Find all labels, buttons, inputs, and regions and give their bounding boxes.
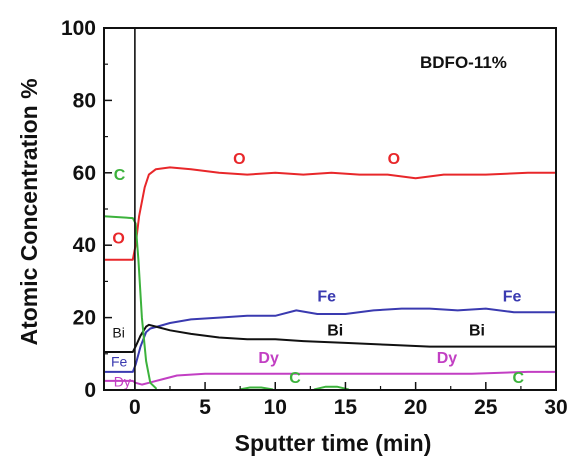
label-layer: O O O C C C Fe Fe Fe Bi Bi Bi Dy Dy Dy [111, 151, 525, 390]
series-label-bi-11: Bi [469, 323, 485, 340]
series-label-dy-14: Dy [114, 373, 131, 389]
series-label-dy-13: Dy [437, 350, 458, 367]
series-line-dy-3 [103, 370, 557, 386]
series-label-o-2: O [388, 151, 400, 168]
series-label-fe-6: Fe [317, 288, 336, 305]
series-label-c-4: C [289, 370, 301, 387]
y-axis-title: Atomic Concentration % [16, 78, 42, 345]
x-tick-label: 30 [544, 396, 567, 419]
series-label-o-0: O [112, 230, 124, 247]
series-line-fe-1 [103, 307, 557, 373]
x-tick-label: 10 [264, 396, 287, 419]
series-label-fe-8: Fe [111, 354, 128, 370]
y-tick-label: 20 [73, 307, 96, 330]
series-label-dy-12: Dy [258, 350, 279, 367]
x-tick-label: 25 [474, 396, 498, 419]
y-tick-label: 80 [73, 89, 96, 112]
series-line-bi-2 [103, 323, 557, 353]
axis-layer: 0 5 10 15 20 25 30 0 20 40 60 80 100 [61, 17, 568, 419]
y-tick-label: 40 [73, 234, 96, 257]
series-label-bi-9: Bi [112, 325, 124, 341]
series-label-fe-7: Fe [503, 288, 522, 305]
y-tick-label: 0 [84, 379, 96, 402]
x-axis-title: Sputter time (min) [235, 430, 432, 456]
x-tick-label: 20 [404, 396, 427, 419]
y-tick-label: 60 [73, 162, 96, 185]
series-line-c-5 [239, 386, 274, 391]
series-label-o-1: O [233, 151, 245, 168]
series-line-c-4 [103, 215, 157, 390]
x-tick-label: 0 [129, 396, 141, 419]
y-tick-label: 100 [61, 17, 96, 40]
series-line-o-0 [103, 166, 557, 261]
x-tick-label: 5 [199, 396, 211, 419]
sample-annotation: BDFO-11% [420, 53, 507, 72]
series-label-c-5: C [513, 370, 525, 387]
series-label-c-3: C [114, 167, 126, 184]
series-line-c-6 [313, 385, 350, 391]
series-label-bi-10: Bi [327, 323, 343, 340]
x-tick-label: 15 [334, 396, 358, 419]
series-layer [103, 166, 557, 391]
